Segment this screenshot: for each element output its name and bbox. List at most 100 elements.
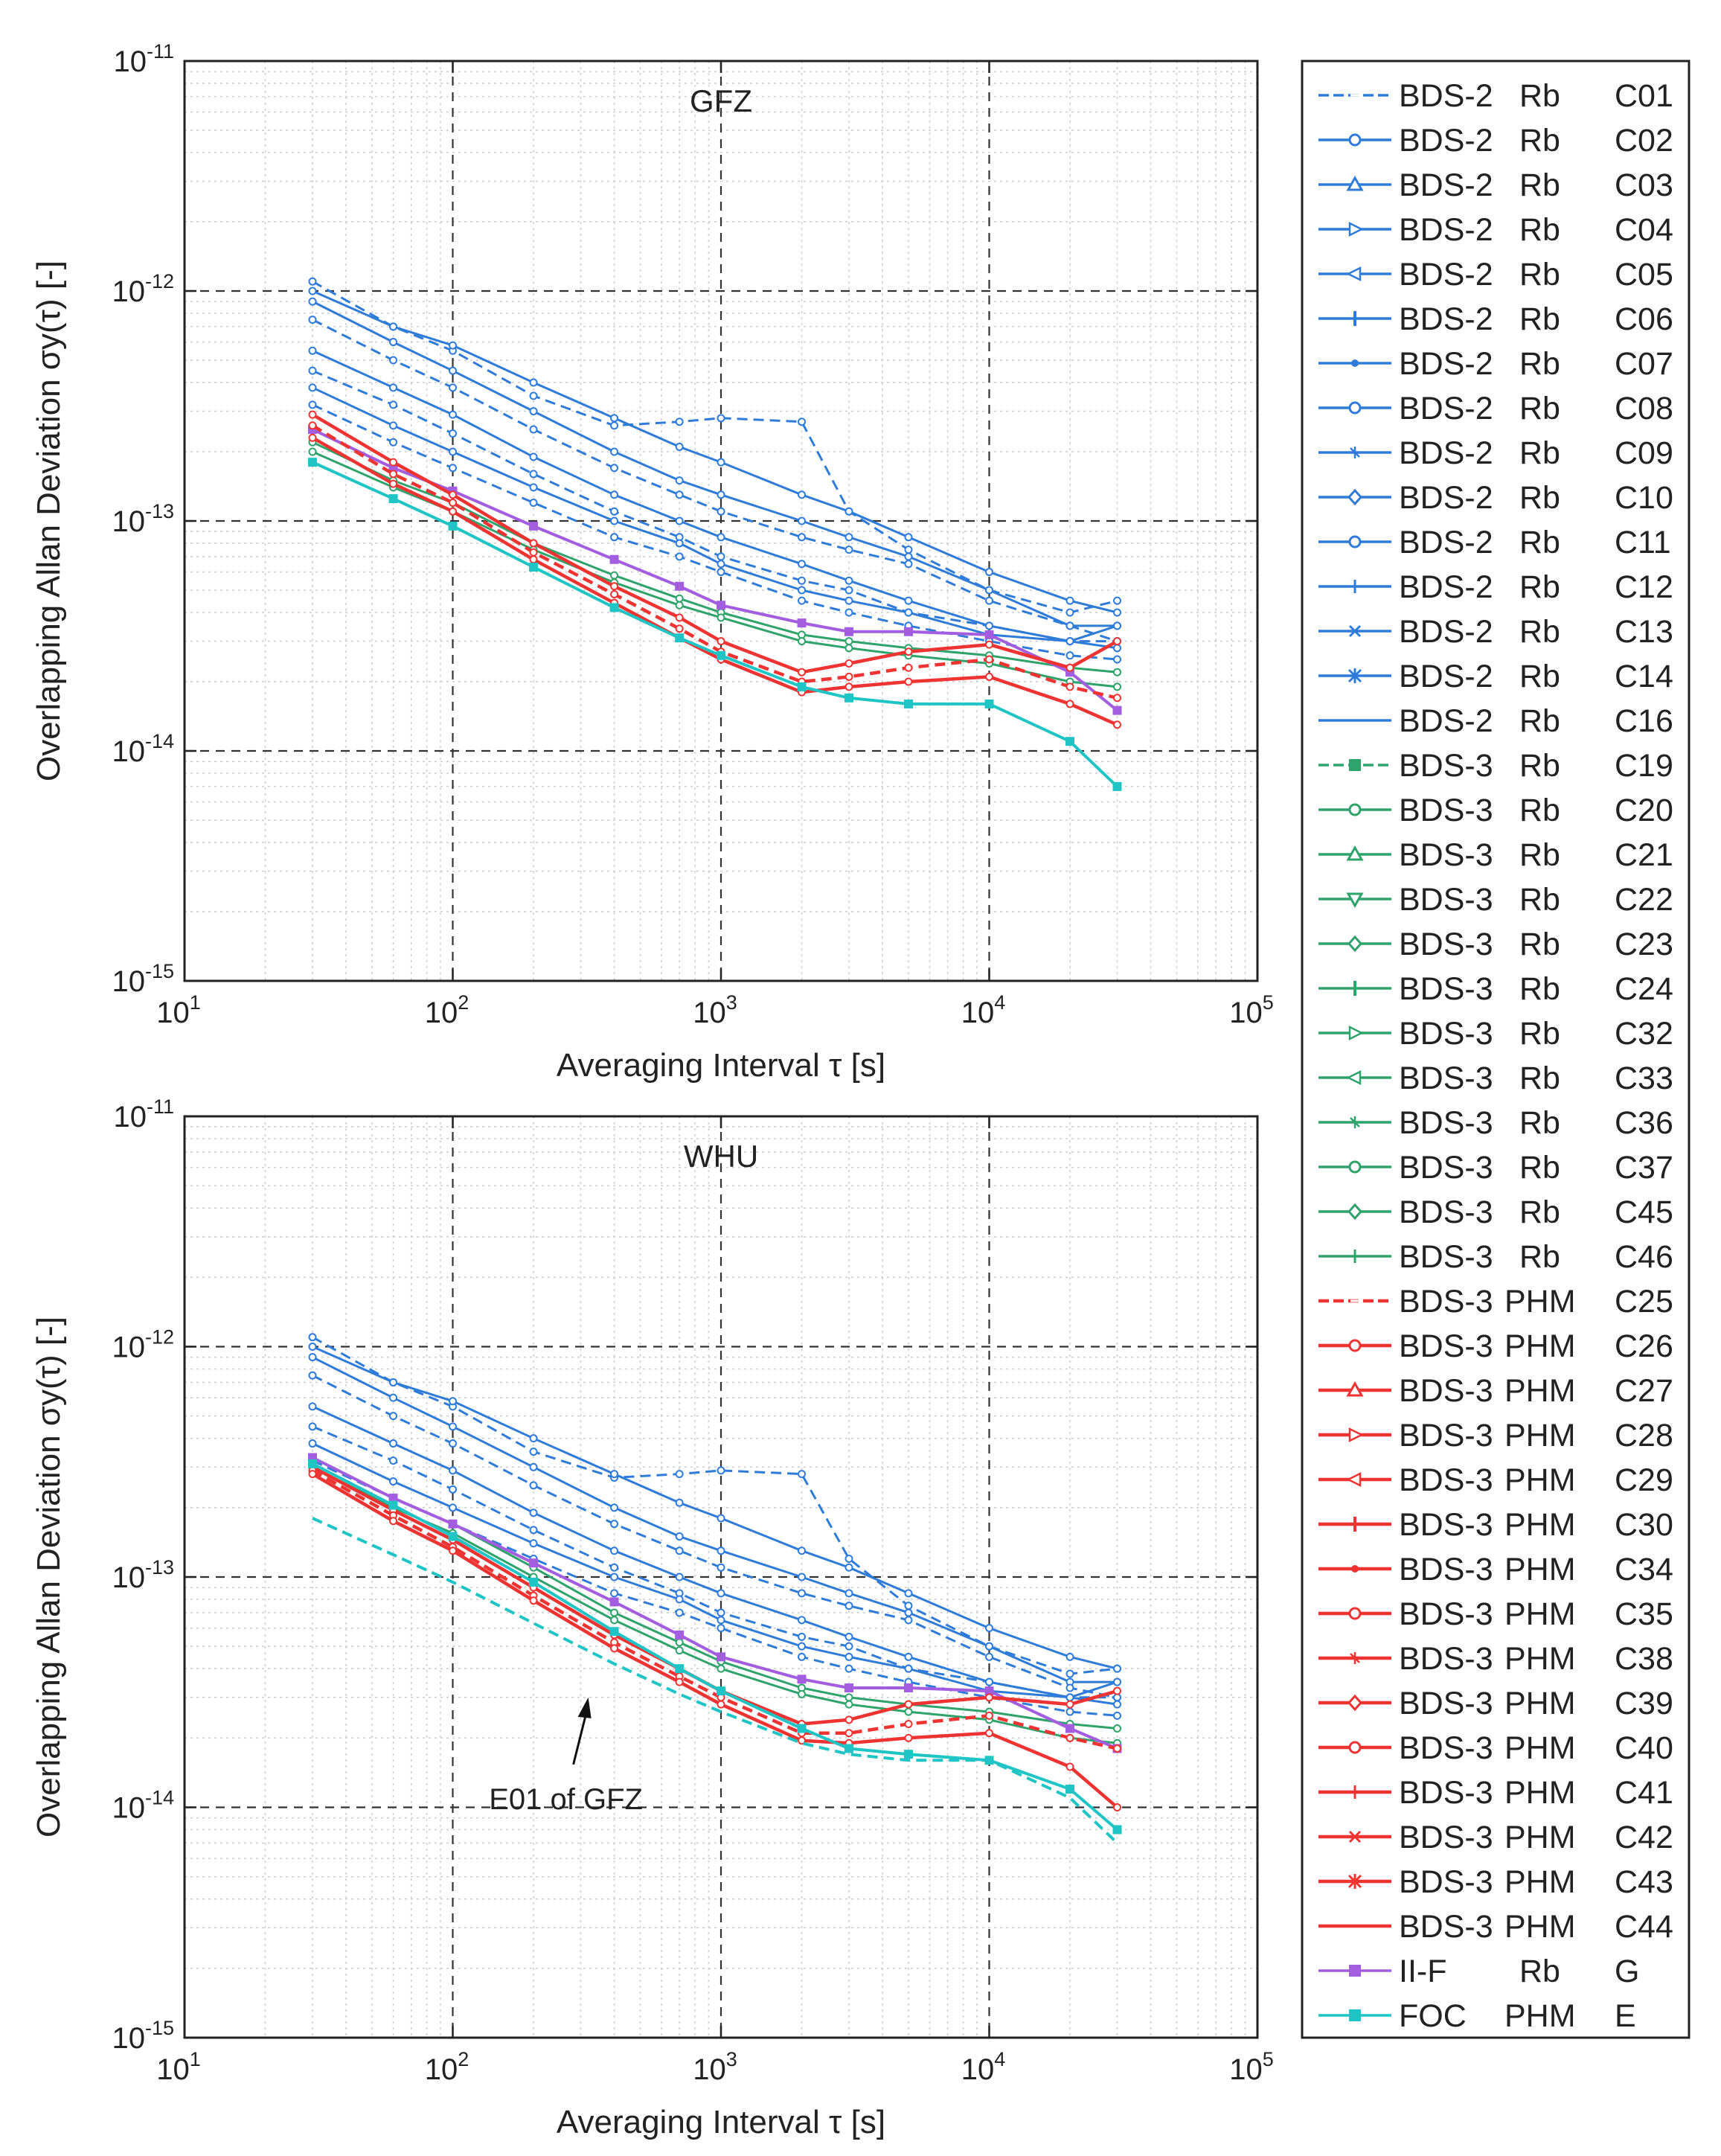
data-point xyxy=(610,1644,619,1653)
legend-marker-diamond xyxy=(1347,1694,1363,1712)
data-point xyxy=(529,563,539,572)
y-tick-base: 10 xyxy=(112,275,145,308)
data-point xyxy=(610,1608,619,1617)
data-point xyxy=(675,1646,684,1655)
x-axis-label: Averaging Interval τ [s] xyxy=(557,1047,885,1084)
legend-marker-cross xyxy=(1348,624,1362,638)
data-point xyxy=(717,1664,725,1673)
data-point xyxy=(798,490,807,499)
x-tick-base: 10 xyxy=(1229,997,1263,1029)
data-point xyxy=(904,1652,913,1661)
legend-item: BDS-2 Rb C11 xyxy=(1318,525,1671,560)
data-point xyxy=(610,421,619,430)
legend-prn: C39 xyxy=(1615,1686,1673,1721)
data-point xyxy=(308,400,317,409)
data-point xyxy=(529,1462,538,1471)
data-point xyxy=(308,383,317,392)
data-point xyxy=(904,1733,913,1742)
series-line-c01 xyxy=(312,280,1118,614)
data-point xyxy=(1065,1700,1074,1709)
legend-prn: C06 xyxy=(1615,301,1673,337)
data-point xyxy=(985,568,993,577)
data-point xyxy=(845,1664,853,1673)
data-point xyxy=(610,1573,619,1581)
data-point xyxy=(529,1509,538,1517)
legend-family: BDS-2 xyxy=(1399,301,1493,337)
legend-item: BDS-2 Rb C03 xyxy=(1318,167,1673,203)
legend-marker-triangle-left xyxy=(1346,1069,1362,1086)
data-point xyxy=(798,1689,807,1698)
data-point xyxy=(529,1448,538,1456)
y-tick-exponent: -13 xyxy=(145,500,174,522)
data-point xyxy=(675,581,685,591)
legend-item: BDS-2 Rb C05 xyxy=(1318,257,1673,292)
data-point xyxy=(388,463,398,473)
data-point xyxy=(529,1526,538,1535)
legend-clock-type: PHM xyxy=(1504,1775,1576,1811)
y-tick-label: 10-11 xyxy=(113,1095,174,1133)
data-point xyxy=(529,1596,538,1605)
data-point xyxy=(529,539,538,548)
data-point xyxy=(675,476,684,485)
x-tick-base: 10 xyxy=(693,2053,726,2086)
x-axis-label: Averaging Interval τ [s] xyxy=(557,2104,885,2140)
x-tick-exponent: 1 xyxy=(190,991,201,1014)
y-tick-base: 10 xyxy=(113,1101,147,1133)
legend-prn: C43 xyxy=(1615,1864,1673,1900)
y-tick-label: 10-14 xyxy=(112,730,174,768)
legend-clock-type: PHM xyxy=(1504,1864,1576,1900)
data-point xyxy=(717,1589,725,1598)
data-point xyxy=(717,650,725,660)
data-point xyxy=(675,613,684,622)
series-line-e01-of-gfz xyxy=(312,1517,1118,1844)
data-point xyxy=(1113,1724,1122,1733)
data-point xyxy=(717,414,725,423)
data-point xyxy=(1113,1664,1122,1673)
legend-prn: C23 xyxy=(1615,927,1673,962)
legend-prn: C09 xyxy=(1615,435,1673,471)
data-point xyxy=(904,560,913,569)
legend-clock-type: PHM xyxy=(1504,1820,1576,1855)
data-point xyxy=(985,1624,993,1633)
data-point xyxy=(845,1693,853,1702)
data-point xyxy=(1065,700,1074,708)
data-point xyxy=(675,624,684,633)
y-tick-label: 10-15 xyxy=(112,2017,174,2055)
data-point xyxy=(904,1616,913,1625)
data-point xyxy=(904,663,913,672)
legend-clock-type: Rb xyxy=(1519,1061,1560,1096)
data-point xyxy=(675,633,685,643)
legend-family: BDS-2 xyxy=(1399,212,1493,248)
y-tick-exponent: -11 xyxy=(147,1095,174,1118)
legend-marker-triangle-right xyxy=(1348,1025,1364,1041)
data-point xyxy=(717,1546,725,1555)
grid xyxy=(185,1116,1257,2038)
legend-marker-asterisk xyxy=(1347,668,1362,683)
data-point xyxy=(529,483,538,492)
legend-family: BDS-3 xyxy=(1399,793,1493,828)
data-point xyxy=(798,596,807,605)
data-point xyxy=(845,637,853,646)
whu-panel: 101 102 103 104 10510-1510-1410-1310-1210-11… xyxy=(31,1095,1274,2140)
data-point xyxy=(717,533,725,542)
legend-item: BDS-3 PHM C29 xyxy=(1318,1462,1673,1498)
legend-prn: C14 xyxy=(1615,659,1673,694)
legend-marker-cross xyxy=(1348,1830,1362,1843)
data-point xyxy=(1065,621,1074,630)
series-group xyxy=(308,277,1122,791)
data-point xyxy=(529,555,538,564)
data-point xyxy=(904,596,913,605)
legend-marker-diamond xyxy=(1347,488,1363,506)
legend-clock-type: Rb xyxy=(1519,1194,1560,1230)
data-point xyxy=(308,1333,317,1342)
x-tick-base: 10 xyxy=(425,2053,458,2086)
data-point xyxy=(675,516,684,525)
legend-prn: C25 xyxy=(1615,1284,1673,1319)
legend-item: BDS-3 PHM C28 xyxy=(1318,1418,1673,1453)
legend-family: BDS-3 xyxy=(1399,927,1493,962)
x-tick-exponent: 3 xyxy=(726,991,737,1014)
data-point xyxy=(845,659,853,668)
data-point xyxy=(1113,644,1122,653)
legend-marker-triangle-down xyxy=(1346,892,1364,909)
legend-item: BDS-3 PHM C41 xyxy=(1318,1775,1673,1811)
